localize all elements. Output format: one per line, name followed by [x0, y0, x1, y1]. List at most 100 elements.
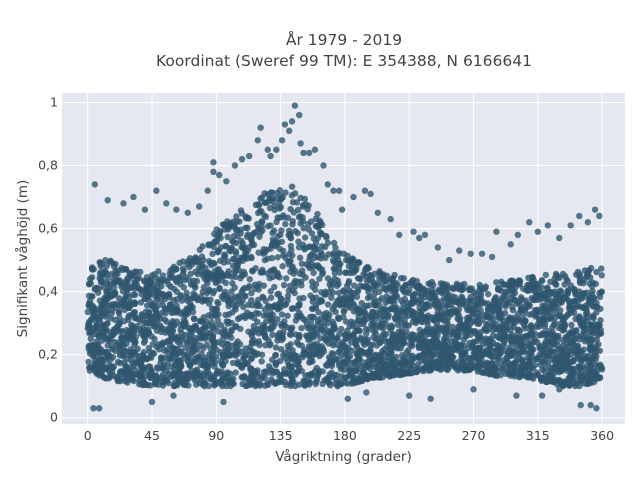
data-point	[181, 380, 188, 388]
data-point	[547, 330, 554, 338]
data-point	[317, 248, 325, 256]
data-point	[397, 297, 405, 304]
data-point	[490, 316, 497, 323]
data-point	[114, 270, 121, 277]
data-point	[450, 346, 457, 353]
data-point	[502, 321, 510, 329]
data-point	[530, 356, 537, 364]
data-point	[483, 359, 490, 366]
data-point	[408, 342, 416, 350]
data-point	[519, 356, 526, 363]
data-point	[364, 284, 372, 292]
data-point	[356, 375, 363, 382]
data-point	[278, 227, 285, 234]
data-point	[524, 282, 531, 289]
data-point	[143, 381, 150, 389]
data-point	[584, 219, 592, 226]
data-point	[126, 269, 134, 277]
data-point	[500, 342, 507, 349]
data-point	[91, 181, 99, 188]
data-point	[480, 285, 487, 293]
data-point	[400, 275, 407, 282]
data-point	[593, 353, 600, 360]
data-point	[487, 342, 495, 349]
data-point	[379, 320, 386, 328]
data-point	[507, 315, 515, 322]
data-point	[371, 328, 378, 336]
data-point	[217, 322, 225, 329]
data-point	[426, 281, 434, 288]
data-point	[102, 348, 109, 355]
data-point	[315, 299, 323, 306]
data-point	[546, 353, 553, 360]
data-point	[151, 271, 158, 278]
data-point	[266, 274, 273, 282]
data-point	[94, 328, 102, 335]
data-point	[242, 312, 250, 320]
data-point	[327, 330, 335, 337]
data-point	[407, 360, 415, 367]
data-point	[84, 308, 92, 316]
data-point	[309, 348, 317, 355]
data-point	[553, 272, 560, 279]
data-point	[330, 239, 338, 247]
data-point	[321, 329, 328, 336]
data-point	[209, 337, 217, 345]
data-point	[196, 246, 204, 254]
data-point	[242, 350, 249, 358]
data-point	[503, 354, 510, 361]
data-point	[121, 306, 128, 314]
data-point	[499, 365, 506, 372]
data-point	[330, 265, 338, 272]
data-point	[167, 302, 175, 310]
data-point	[471, 317, 479, 325]
data-point	[543, 305, 551, 313]
data-point	[112, 304, 119, 311]
data-point	[531, 362, 538, 369]
data-point	[267, 222, 274, 229]
data-point	[308, 259, 315, 267]
data-point	[402, 281, 409, 289]
data-point	[170, 297, 177, 304]
data-point	[363, 359, 370, 366]
data-point	[262, 368, 269, 375]
data-point	[455, 359, 462, 366]
data-point	[562, 292, 570, 300]
data-point	[366, 365, 374, 372]
data-point	[157, 297, 165, 305]
data-point	[291, 102, 299, 109]
data-point	[174, 357, 181, 364]
data-point	[324, 181, 331, 188]
data-point	[449, 293, 456, 300]
data-point	[246, 282, 253, 290]
data-point	[567, 222, 574, 229]
data-point	[173, 336, 180, 343]
data-point	[268, 198, 276, 205]
data-point	[227, 382, 234, 390]
data-point	[389, 356, 396, 363]
data-point	[581, 380, 588, 387]
x-tick-label: 270	[462, 428, 486, 443]
data-point	[212, 305, 220, 313]
data-point	[529, 375, 537, 382]
data-point	[531, 295, 538, 302]
data-point	[534, 228, 542, 235]
data-point	[218, 377, 225, 385]
data-point	[312, 294, 320, 301]
data-point	[206, 329, 214, 337]
data-point	[532, 336, 539, 343]
data-point	[112, 347, 119, 355]
data-point	[330, 249, 337, 257]
data-point	[238, 210, 246, 217]
data-point	[458, 299, 466, 306]
data-point	[153, 314, 161, 322]
data-point	[564, 365, 571, 372]
data-point	[265, 381, 272, 389]
data-point	[93, 284, 101, 291]
data-point	[310, 269, 317, 277]
data-point	[387, 215, 394, 223]
data-point	[282, 220, 289, 228]
data-point	[543, 378, 550, 386]
data-point	[357, 275, 364, 283]
data-point	[202, 368, 210, 375]
